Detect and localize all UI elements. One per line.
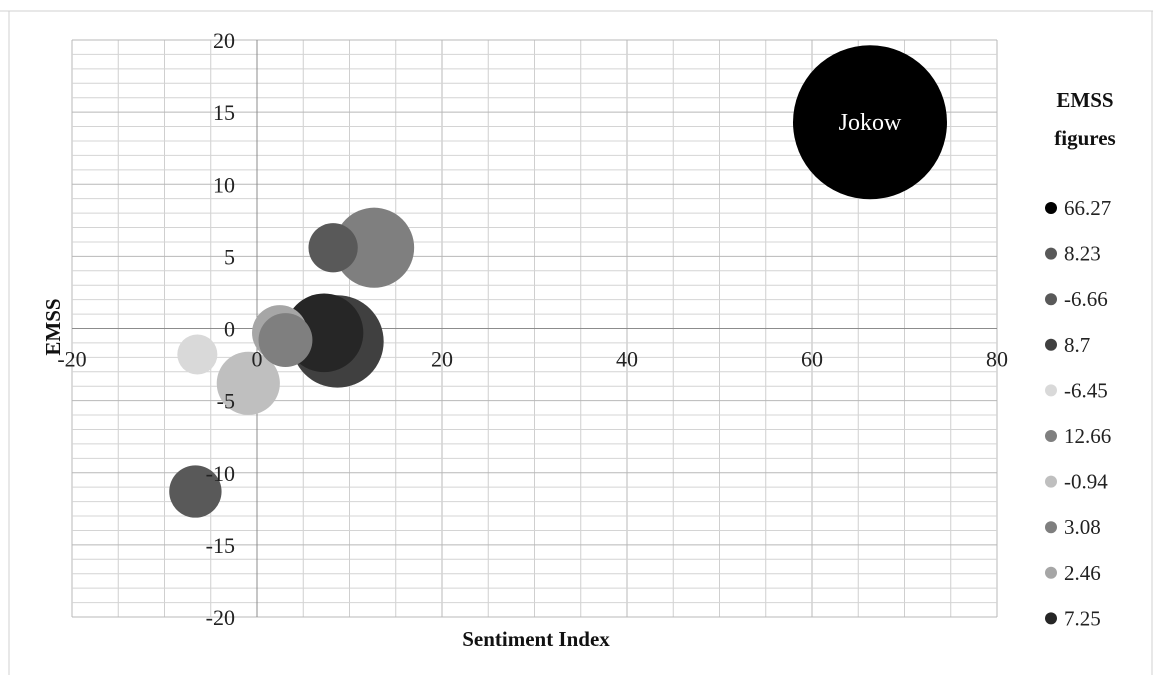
legend-item: 66.27 [1045,196,1111,220]
legend-title-line-1: EMSS [1056,88,1113,112]
tick-labels: -20 0 20 40 60 80 20 15 10 5 0 -5 -10 -15 -20 [57,28,1008,630]
bubble-point [258,313,313,367]
bubble-point [308,223,358,273]
x-tick-label: 20 [431,347,453,372]
y-tick-label: 0 [224,317,235,342]
y-tick-label: 10 [213,172,235,197]
y-tick-label: 20 [213,28,235,53]
bubble-point [169,465,222,518]
y-tick-label: 15 [213,100,235,125]
x-tick-label: -20 [57,347,86,372]
legend-marker [1045,521,1057,534]
y-tick-label: -5 [217,389,235,414]
bubble-point [334,207,415,288]
legend-label: 12.66 [1064,424,1111,448]
legend-title-line-2: figures [1054,126,1115,150]
legend-marker [1045,430,1057,442]
legend-label: 2.46 [1064,561,1101,585]
legend-label: 3.08 [1064,515,1101,539]
legend-marker [1045,384,1057,397]
legend-label: -0.94 [1064,470,1108,494]
y-tick-label: -15 [206,533,235,558]
legend-label: 7.25 [1064,606,1101,630]
bubbles: Jokow [169,45,947,518]
legend-label: 66.27 [1064,196,1111,220]
legend-marker [1045,247,1057,260]
bubble-point [216,351,280,415]
y-tick-label: 5 [224,244,235,269]
legend-item: -6.66 [1045,287,1108,311]
bubble-data-label: Jokow [839,110,902,136]
bubble-point [177,334,218,375]
legend-item: 8.7 [1045,333,1090,357]
legend-label: 8.23 [1064,242,1101,266]
legend-item: -0.94 [1045,470,1108,494]
legend-marker [1045,293,1057,306]
legend-marker [1045,475,1057,488]
legend-label: 8.7 [1064,333,1090,357]
legend-marker [1045,566,1057,579]
y-axis-title: EMSS [41,298,65,355]
legend-item: 7.25 [1045,606,1101,630]
legend-items: 66.27 8.23 -6.66 8.7 -6.45 12.66 -0.94 3.08 2.46… [1045,196,1111,630]
legend-marker [1045,202,1057,214]
legend-item: 2.46 [1045,561,1101,585]
y-tick-label: -20 [206,605,235,630]
legend-marker [1045,612,1057,625]
legend-item: 3.08 [1045,515,1101,539]
x-tick-label: 40 [616,347,638,372]
bubble-point [792,45,947,200]
x-tick-label: 60 [801,347,823,372]
x-tick-label: 80 [986,347,1008,372]
x-axis-title: Sentiment Index [462,627,610,651]
legend-item: -6.45 [1045,378,1108,402]
legend: EMSS figures 66.27 8.23 -6.66 8.7 -6.45 12.66… [1045,88,1116,630]
legend-item: 8.23 [1045,242,1101,266]
y-tick-label: -10 [206,461,235,486]
legend-label: -6.66 [1064,287,1108,311]
legend-label: -6.45 [1064,378,1108,402]
legend-marker [1045,338,1057,351]
legend-item: 12.66 [1045,424,1111,448]
x-tick-label: 0 [252,347,263,372]
